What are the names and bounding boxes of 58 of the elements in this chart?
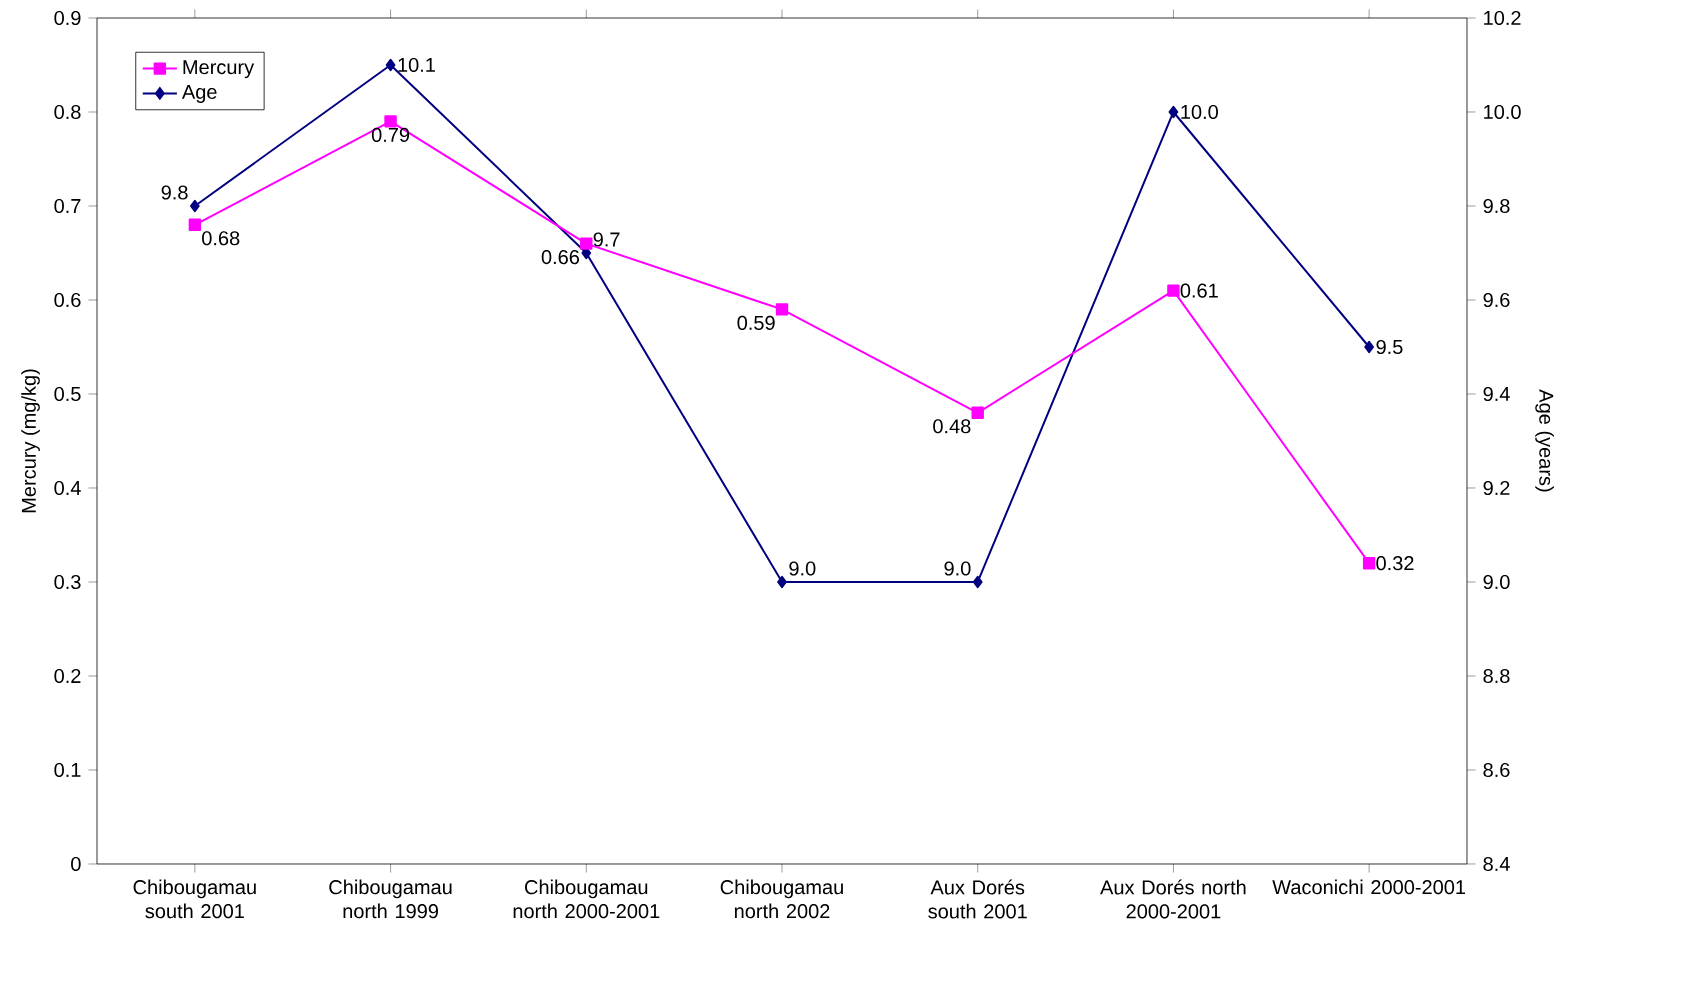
- y2-tick-label: 10.2: [1484, 10, 1521, 26]
- point: [1168, 105, 1179, 119]
- x-tick-label: Chibougamau north 2000-2001: [513, 879, 660, 919]
- y2-tick-label: 8.6: [1483, 762, 1510, 778]
- point: [972, 575, 983, 589]
- data-label: 9.8: [161, 185, 188, 200]
- point: [385, 58, 396, 72]
- point: [580, 237, 593, 250]
- point: [1167, 284, 1180, 297]
- x-tick-label: Chibougamau south 2001: [133, 879, 256, 919]
- point: [384, 115, 397, 128]
- y-axis-title: Mercury (mg/kg): [21, 369, 40, 513]
- y-tick-label: 0: [71, 856, 81, 872]
- data-label: 0.59: [737, 315, 775, 330]
- data-label: 9.5: [1376, 339, 1403, 355]
- y2-axis-title: Age (years): [1535, 389, 1554, 492]
- point: [1364, 340, 1375, 354]
- y2-tick-label: 9.4: [1483, 386, 1510, 402]
- y-tick-label: 0.9: [54, 10, 81, 26]
- data-label: 0.79: [371, 127, 410, 142]
- data-label: 0.66: [541, 250, 580, 265]
- y2-tick-label: 9.8: [1483, 198, 1510, 214]
- y2-tick-label: 9.0: [1483, 574, 1510, 590]
- point: [971, 406, 984, 419]
- point: [777, 575, 787, 589]
- y-tick-label: 0.8: [54, 104, 81, 120]
- data-label: 0.32: [1376, 556, 1414, 571]
- point: [775, 303, 789, 316]
- y2-tick-label: 9.6: [1483, 292, 1510, 308]
- x-tick-label: Aux Dorés south 2001: [928, 879, 1027, 919]
- y2-tick-label: 8.8: [1483, 668, 1510, 684]
- y-tick-label: 0.6: [54, 292, 81, 308]
- y-tick-label: 0.1: [54, 762, 81, 778]
- data-label: 10.1: [398, 57, 435, 73]
- y2-tick-label: 10.0: [1484, 104, 1521, 120]
- data-label: 10.0: [1181, 104, 1218, 120]
- point: [189, 199, 200, 213]
- y-tick-label: 0.7: [54, 198, 81, 214]
- y-tick-label: 0.4: [54, 480, 81, 496]
- x-tick-label: Chibougamau north 2002: [720, 879, 843, 919]
- data-label: 9.7: [593, 232, 620, 247]
- data-label: 0.48: [933, 419, 971, 434]
- x-tick-label: Chibougamau north 1999: [329, 879, 452, 919]
- legend-label: Mercury: [183, 60, 255, 79]
- y-tick-label: 0.3: [54, 574, 81, 590]
- x-tick-label: Aux Dorés north 2000-2001: [1100, 879, 1246, 919]
- point: [1362, 557, 1376, 570]
- data-label: 0.68: [202, 231, 240, 246]
- y2-tick-label: 8.4: [1483, 856, 1510, 872]
- y-tick-label: 0.5: [54, 386, 81, 402]
- y2-tick-label: 9.2: [1483, 480, 1510, 496]
- x-tick-label: Waconichi 2000-2001: [1272, 879, 1466, 895]
- data-label: 9.0: [944, 561, 971, 576]
- point: [188, 218, 202, 231]
- y-tick-label: 0.2: [54, 668, 81, 684]
- data-label: 0.61: [1180, 283, 1218, 298]
- legend-label: Age: [181, 85, 217, 103]
- data-label: 9.0: [789, 561, 816, 576]
